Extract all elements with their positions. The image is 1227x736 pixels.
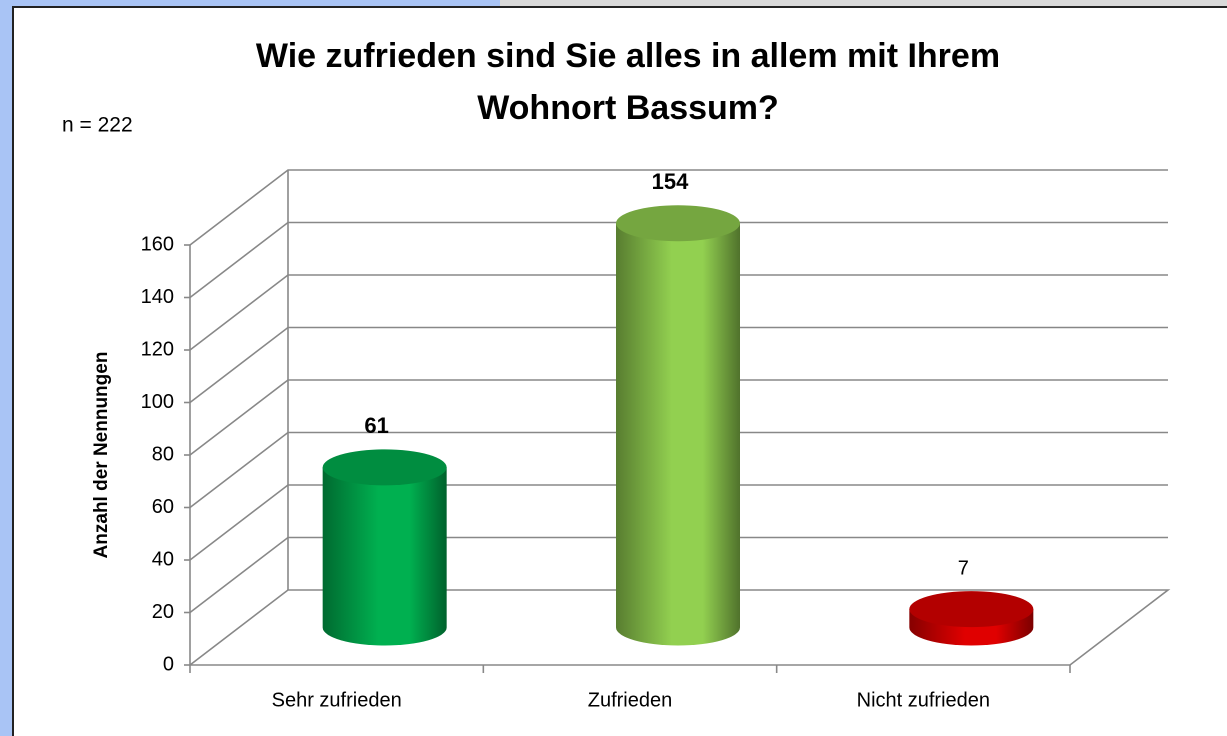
bar <box>616 223 740 646</box>
bar-top <box>616 205 740 242</box>
bar-top <box>322 449 447 486</box>
y-tick-label: 80 <box>152 443 174 465</box>
y-tick-label: 120 <box>141 338 174 360</box>
x-tick-label: Nicht zufrieden <box>857 689 990 711</box>
value-label: 7 <box>958 557 969 579</box>
y-axis-label: Anzahl der Nennungen <box>91 352 112 559</box>
value-label: 154 <box>652 169 689 194</box>
x-tick-label: Zufrieden <box>588 689 673 711</box>
chart-title: Wie zufrieden sind Sie alles in allem mi… <box>255 37 1001 127</box>
y-tick-label: 160 <box>141 233 174 255</box>
bar-top <box>909 591 1034 628</box>
y-tick-label: 0 <box>163 653 174 675</box>
x-tick-label: Sehr zufrieden <box>272 689 402 711</box>
y-tick-label: 140 <box>141 286 174 308</box>
y-tick-label: 60 <box>152 496 174 518</box>
annotation: n = 222 <box>62 114 133 137</box>
value-label: 61 <box>364 413 388 438</box>
y-tick-label: 40 <box>152 548 174 570</box>
y-tick-label: 100 <box>141 391 174 413</box>
bar <box>322 467 447 646</box>
y-tick-label: 20 <box>152 601 174 623</box>
